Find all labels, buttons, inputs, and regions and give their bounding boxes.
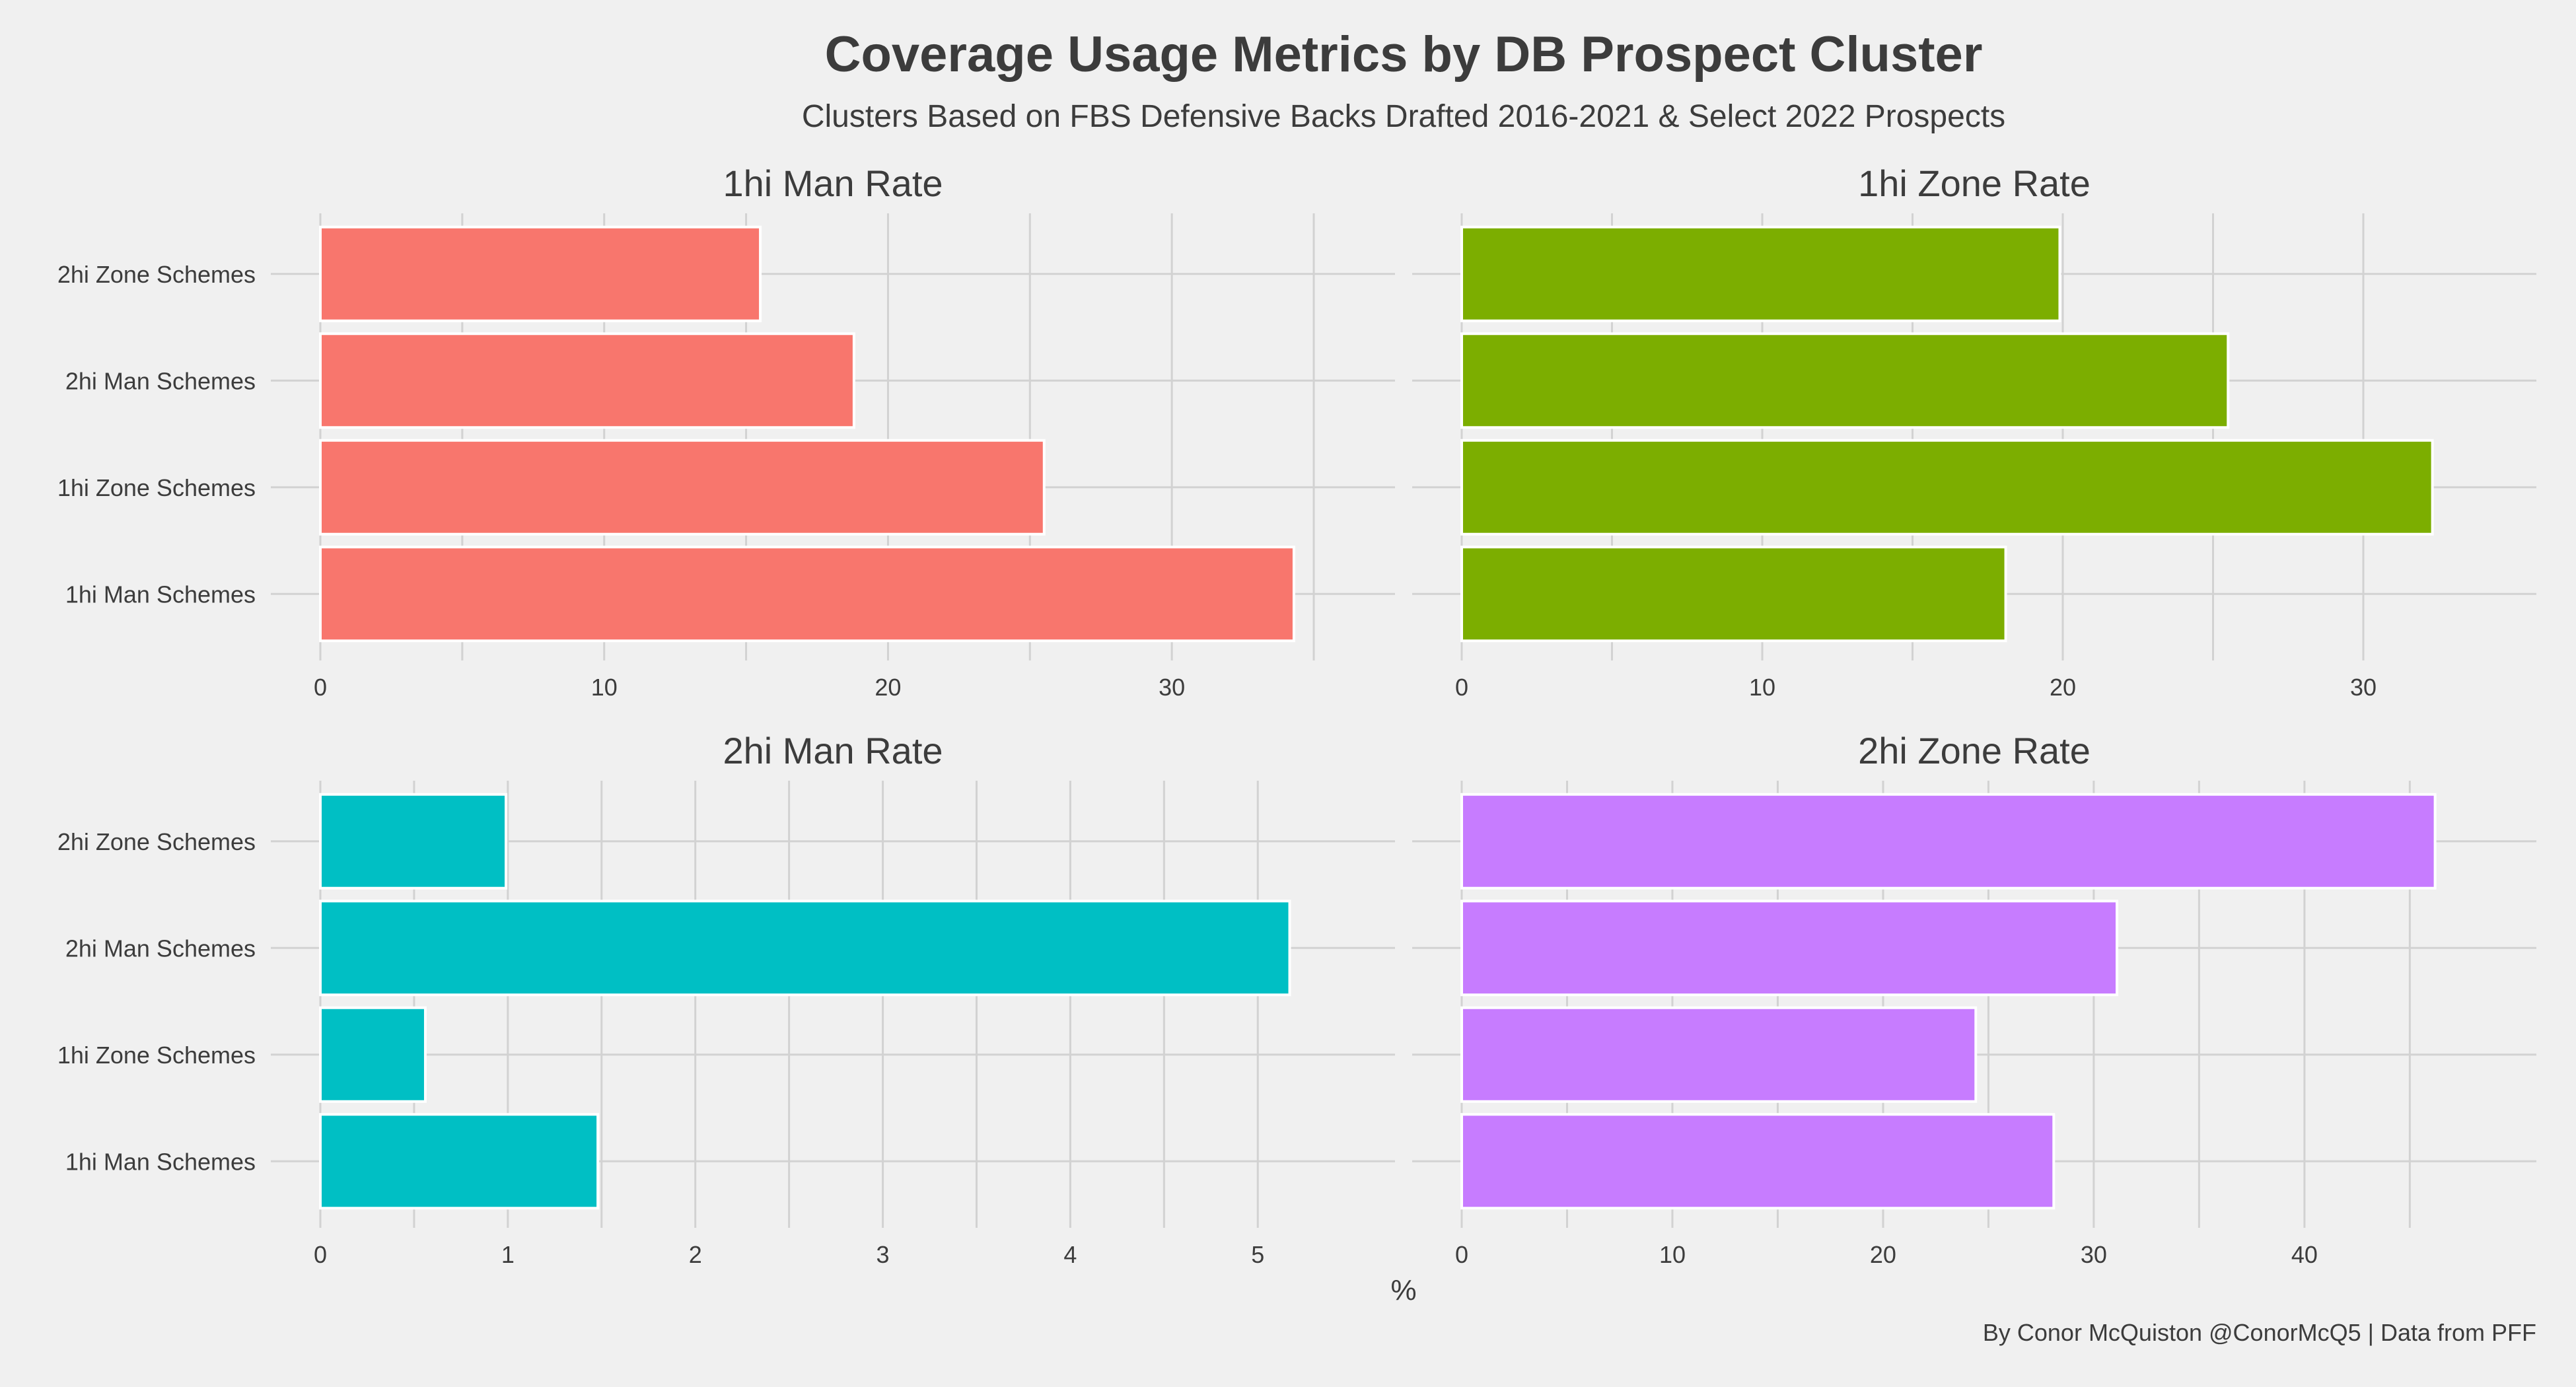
x-tick-label: 10: [1659, 1241, 1686, 1268]
x-tick-label: 30: [2350, 674, 2377, 701]
chart-subtitle: Clusters Based on FBS Defensive Backs Dr…: [802, 99, 2005, 134]
x-tick-label: 5: [1251, 1241, 1264, 1268]
x-tick-label: 3: [877, 1241, 890, 1268]
bar-2hi-zone-schemes: [1460, 793, 2437, 890]
bar-2hi-zone-schemes: [319, 793, 508, 890]
y-tick-label: 1hi Zone Schemes: [57, 1042, 256, 1069]
x-tick-label: 40: [2291, 1241, 2318, 1268]
bar-2hi-zone-schemes: [1460, 225, 2061, 322]
bar-2hi-man-schemes: [319, 332, 855, 429]
x-tick-label: 0: [314, 1241, 327, 1268]
y-tick-label: 2hi Man Schemes: [65, 935, 256, 962]
panel-4: 2hi Zone Rate 0 10 20 30 40: [1412, 730, 2536, 1268]
y-tick-label: 1hi Zone Schemes: [57, 474, 256, 501]
panel-title: 2hi Zone Rate: [1858, 730, 2091, 771]
bar-2hi-zone-schemes: [319, 225, 762, 322]
x-tick-label: 4: [1063, 1241, 1077, 1268]
y-tick-label: 2hi Zone Schemes: [57, 828, 256, 855]
x-tick-label: 30: [2081, 1241, 2107, 1268]
y-tick-label: 1hi Man Schemes: [65, 1148, 256, 1175]
x-tick-label: 0: [1455, 674, 1468, 701]
bar-1hi-man-schemes: [319, 1113, 600, 1210]
x-tick-label: 2: [689, 1241, 702, 1268]
bar-2hi-man-schemes: [319, 900, 1291, 997]
y-tick-label: 2hi Zone Schemes: [57, 261, 256, 288]
x-tick-label: 20: [2050, 674, 2076, 701]
x-tick-label: 20: [1870, 1241, 1896, 1268]
y-tick-label: 1hi Man Schemes: [65, 581, 256, 608]
panel-1: 1hi Man Rate 0 10 20 30 1hi Man Schemes 1hi Zo…: [57, 162, 1395, 701]
bar-1hi-zone-schemes: [319, 1006, 427, 1103]
y-tick-label: 2hi Man Schemes: [65, 367, 256, 394]
bar-1hi-man-schemes: [1460, 1113, 2056, 1210]
panel-title: 2hi Man Rate: [723, 730, 943, 771]
chart-title: Coverage Usage Metrics by DB Prospect Cl…: [825, 26, 1983, 83]
x-axis-label: %: [1390, 1274, 1416, 1306]
panel-title: 1hi Man Rate: [723, 162, 943, 204]
bar-1hi-man-schemes: [319, 546, 1295, 643]
chart-caption: By Conor McQuiston @ConorMcQ5 | Data fro…: [1983, 1319, 2536, 1346]
x-tick-label: 30: [1159, 674, 1185, 701]
bar-2hi-man-schemes: [1460, 900, 2118, 997]
bar-1hi-zone-schemes: [1460, 439, 2434, 536]
panel-title: 1hi Zone Rate: [1858, 162, 2091, 204]
x-tick-label: 10: [1749, 674, 1775, 701]
bar-1hi-zone-schemes: [319, 439, 1046, 536]
bar-1hi-man-schemes: [1460, 546, 2007, 643]
panel-3: 2hi Man Rate 0 1 2 3 4 5 1hi Man Schemes 1hi Zon…: [57, 730, 1395, 1268]
bar-2hi-man-schemes: [1460, 332, 2230, 429]
x-tick-label: 0: [314, 674, 327, 701]
x-tick-label: 1: [501, 1241, 515, 1268]
x-tick-label: 10: [591, 674, 618, 701]
panel-2: 1hi Zone Rate 0 10 20 30: [1412, 162, 2536, 701]
bar-1hi-zone-schemes: [1460, 1006, 1978, 1103]
x-tick-label: 20: [875, 674, 901, 701]
x-tick-label: 0: [1455, 1241, 1468, 1268]
